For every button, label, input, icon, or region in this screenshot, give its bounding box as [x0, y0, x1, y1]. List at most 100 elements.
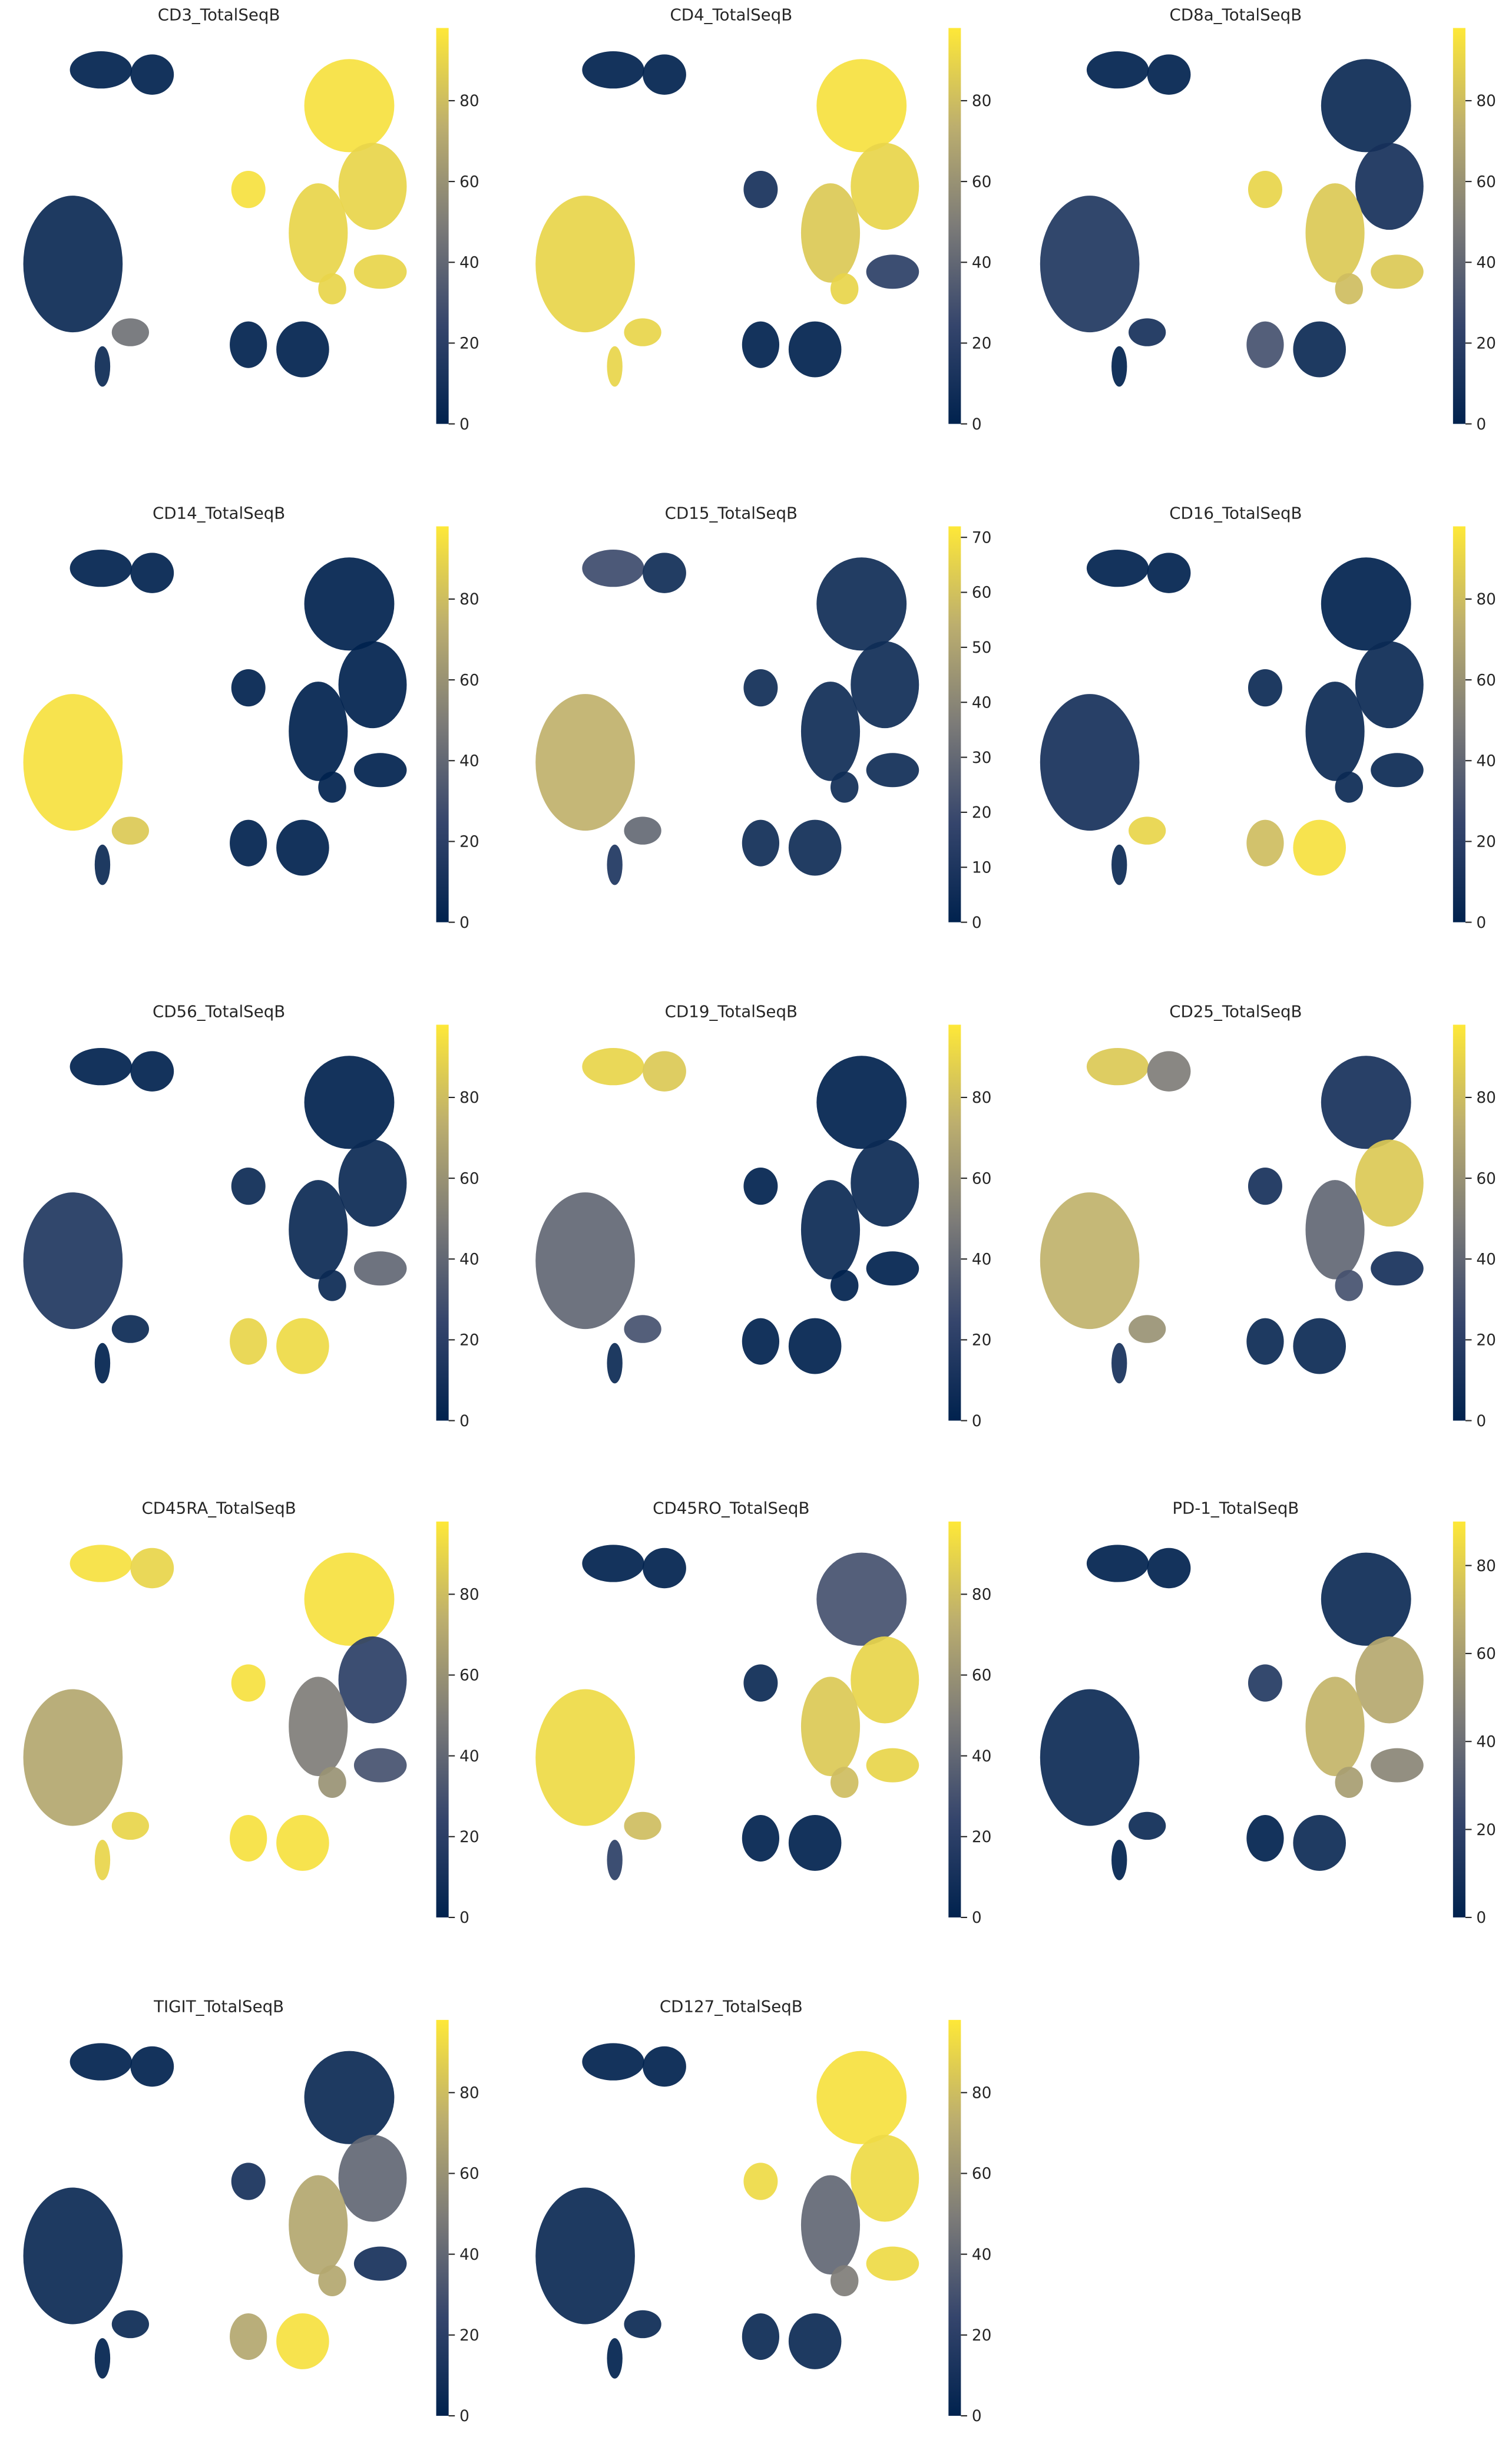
colorbar-tick-label: 0: [972, 1413, 982, 1430]
cell-cluster: [318, 1269, 346, 1301]
cell-cluster: [231, 669, 266, 707]
cell-cluster: [788, 819, 842, 876]
cell-cluster: [643, 1548, 686, 1589]
colorbar-tick-label: 80: [459, 1586, 479, 1604]
panel-title: CD25_TotalSeqB: [1169, 1001, 1302, 1021]
colorbar-tick-label: 20: [459, 1829, 479, 1846]
colorbar-tick-label: 0: [1476, 1909, 1486, 1927]
cell-cluster: [1335, 771, 1363, 803]
cell-cluster: [851, 1139, 919, 1227]
cell-cluster: [866, 1748, 919, 1783]
colorbar-tick-label: 80: [1476, 1089, 1496, 1107]
cell-cluster: [1147, 1051, 1191, 1092]
cell-cluster: [851, 1636, 919, 1724]
panel: TIGIT_TotalSeqB 0 20 40 60 80: [23, 1997, 479, 2425]
colorbar-tick-label: 20: [972, 2327, 992, 2345]
cell-cluster: [70, 550, 133, 587]
colorbar-tick-label: 40: [459, 254, 479, 272]
colorbar-tick-label: 80: [972, 92, 992, 110]
cell-cluster: [111, 2310, 150, 2339]
colorbar-tick-label: 80: [1476, 92, 1496, 110]
cell-cluster: [643, 553, 686, 593]
cell-cluster: [816, 1552, 907, 1646]
cell-cluster: [624, 816, 661, 845]
colorbar-tick-label: 0: [459, 2408, 469, 2425]
cell-cluster: [94, 1343, 111, 1384]
colorbar-tick-label: 20: [459, 1332, 479, 1350]
cell-cluster: [304, 2051, 395, 2144]
cell-cluster: [743, 1664, 778, 1702]
cell-cluster: [276, 1814, 329, 1871]
cell-cluster: [582, 1048, 644, 1086]
cell-cluster: [338, 143, 407, 230]
cell-cluster: [1246, 819, 1284, 867]
colorbar: [1453, 1024, 1465, 1421]
colorbar-tick-label: 0: [459, 914, 469, 932]
cell-cluster: [607, 346, 623, 387]
cell-cluster: [1335, 1269, 1363, 1301]
colorbar-tick-label: 40: [459, 752, 479, 770]
panel: CD56_TotalSeqB 0 20 40 60 80: [23, 1001, 479, 1430]
cell-cluster: [1129, 1315, 1166, 1343]
cell-cluster: [1040, 1689, 1140, 1826]
cell-cluster: [338, 2134, 407, 2222]
cell-cluster: [70, 51, 133, 89]
colorbar-tick-label: 70: [972, 529, 992, 547]
colorbar-tick-label: 0: [459, 1909, 469, 1927]
panel: CD4_TotalSeqB 0 20 40 60 80: [535, 5, 992, 434]
cell-cluster: [788, 1814, 842, 1871]
cell-cluster: [230, 321, 267, 368]
cell-cluster: [23, 2187, 123, 2325]
cell-cluster: [742, 321, 780, 368]
panel: CD3_TotalSeqB 0 20 40 60 80: [23, 5, 479, 434]
cell-cluster: [1040, 1192, 1140, 1330]
cell-cluster: [1086, 550, 1149, 587]
colorbar-tick-label: 20: [1476, 1821, 1496, 1839]
cell-cluster: [1371, 254, 1424, 289]
cell-cluster: [643, 54, 686, 95]
cell-cluster: [800, 1180, 861, 1279]
cell-cluster: [582, 2043, 644, 2081]
cell-cluster: [130, 553, 174, 593]
cell-cluster: [831, 2265, 859, 2297]
cell-cluster: [1305, 682, 1365, 781]
panel-title: CD4_TotalSeqB: [670, 5, 792, 24]
colorbar-tick-label: 80: [459, 1089, 479, 1107]
cell-cluster: [535, 196, 635, 333]
cell-cluster: [304, 59, 395, 153]
colorbar-tick-label: 60: [459, 1667, 479, 1685]
colorbar-tick-label: 20: [972, 1332, 992, 1350]
panel: CD19_TotalSeqB 0 20 40 60 80: [535, 1001, 991, 1430]
panel-title: CD45RA_TotalSeqB: [141, 1499, 296, 1518]
cell-cluster: [800, 682, 861, 781]
colorbar-tick-label: 20: [972, 1829, 992, 1846]
cell-cluster: [276, 1318, 329, 1374]
colorbar: [1453, 526, 1465, 923]
cell-cluster: [1355, 143, 1424, 230]
cell-cluster: [582, 1545, 644, 1582]
colorbar: [436, 28, 449, 424]
colorbar: [436, 526, 449, 923]
colorbar-tick-label: 60: [459, 1170, 479, 1188]
cell-cluster: [1355, 641, 1424, 729]
colorbar-tick-label: 40: [1476, 1733, 1496, 1751]
colorbar-tick-label: 80: [459, 591, 479, 609]
panel-title: CD16_TotalSeqB: [1169, 503, 1302, 523]
cell-cluster: [607, 1840, 623, 1880]
cell-cluster: [130, 54, 174, 95]
colorbar-tick-label: 60: [459, 672, 479, 689]
cell-cluster: [1129, 1811, 1166, 1840]
cell-cluster: [743, 669, 778, 707]
cell-cluster: [816, 59, 907, 153]
colorbar-tick-label: 30: [972, 749, 992, 767]
cell-cluster: [1246, 1318, 1284, 1365]
panel: CD8a_TotalSeqB 0 20 40 60 80: [1040, 5, 1496, 434]
cell-cluster: [851, 2134, 919, 2222]
colorbar-tick-label: 80: [972, 1586, 992, 1604]
cell-cluster: [130, 1548, 174, 1589]
panel: CD15_TotalSeqB 0 10 20 30 40 50 60 70: [535, 503, 992, 932]
cell-cluster: [582, 550, 644, 587]
colorbar-tick-label: 60: [1476, 173, 1496, 191]
colorbar-tick-label: 20: [1476, 834, 1496, 851]
